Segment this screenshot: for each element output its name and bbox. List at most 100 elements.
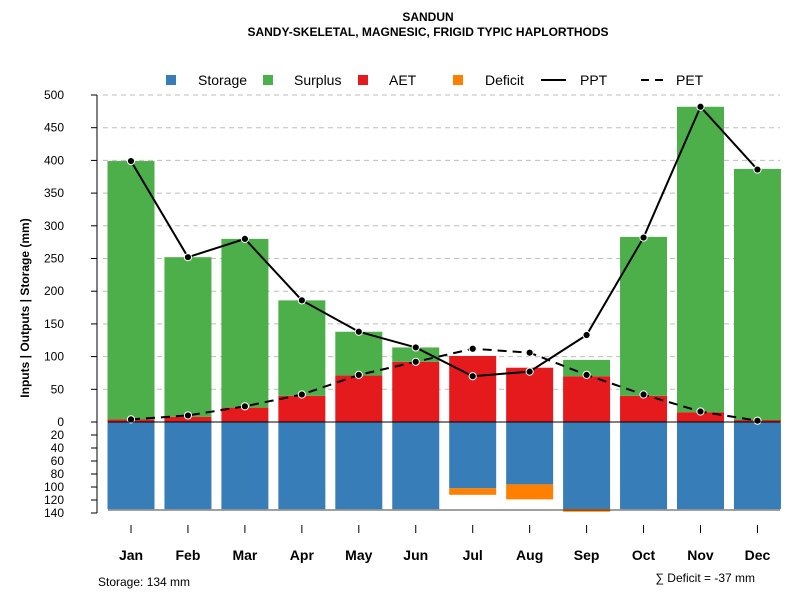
pet-point-feb — [183, 411, 193, 420]
y-tick-label: 40 — [51, 441, 65, 455]
x-tick-label-dec: Dec — [745, 547, 771, 563]
gridlines — [103, 94, 780, 390]
axes: 0501001502002503003504004505002040608010… — [44, 88, 780, 563]
y-tick-label: 60 — [51, 454, 65, 468]
deficit-bar-sep — [563, 509, 611, 512]
legend-label-storage: Storage — [198, 72, 247, 88]
legend-marker-deficit — [453, 75, 463, 85]
surplus-bar-mar — [221, 238, 269, 408]
pet-point-aug — [525, 348, 534, 357]
y-tick-label: 100 — [44, 480, 64, 494]
storage-bar-apr — [278, 422, 326, 510]
surplus-bar-feb — [164, 257, 212, 417]
surplus-bar-nov — [677, 106, 724, 413]
storage-bar-dec — [733, 422, 781, 510]
x-tick-label-oct: Oct — [632, 547, 656, 563]
x-tick-label-apr: Apr — [290, 547, 315, 563]
ppt-line — [130, 104, 759, 378]
legend: Storage Surplus AET Deficit PPT PET — [166, 72, 704, 88]
ppt-point-feb — [183, 253, 193, 262]
y-tick-label: 250 — [44, 252, 64, 266]
aet-bar-sep — [563, 376, 611, 422]
x-tick-label-jan: Jan — [119, 547, 143, 563]
x-tick-label-jun: Jun — [403, 547, 428, 563]
aet-bar-may — [335, 375, 383, 422]
pet-line — [130, 347, 758, 422]
x-tick-label-jul: Jul — [463, 547, 483, 563]
legend-label-deficit: Deficit — [485, 72, 524, 88]
surplus-bar-may — [335, 331, 383, 376]
y-tick-label: 300 — [44, 219, 64, 233]
y-axis-label: Inputs | Outputs | Storage (mm) — [18, 218, 32, 397]
series-lines — [126, 102, 762, 425]
aet-bar-mar — [221, 407, 269, 422]
storage-bars — [107, 422, 781, 512]
surplus-bar-sep — [563, 359, 611, 377]
y-tick-label: 200 — [44, 284, 64, 298]
storage-bar-sep — [563, 422, 611, 510]
ppt-point-oct — [639, 233, 648, 242]
y-tick-label: 500 — [44, 88, 64, 102]
legend-marker-surplus — [263, 75, 273, 85]
legend-label-surplus: Surplus — [294, 72, 341, 88]
ppt-point-mar — [240, 234, 249, 243]
storage-bar-aug — [506, 422, 554, 485]
storage-bar-may — [335, 422, 383, 510]
pet-point-oct — [639, 390, 648, 399]
y-tick-label: 140 — [44, 506, 64, 520]
legend-marker-storage — [166, 75, 176, 85]
pet-point-jun — [411, 357, 420, 366]
ppt-point-nov — [696, 102, 705, 111]
pet-point-may — [354, 370, 363, 380]
chart-title: SANDUN — [402, 10, 453, 24]
y-tick-label: 100 — [44, 350, 64, 364]
ppt-point-jun — [411, 343, 420, 352]
x-tick-label-may: May — [345, 547, 372, 563]
pet-point-sep — [582, 370, 591, 380]
deficit-note: ∑ Deficit = -37 mm — [655, 571, 755, 585]
storage-bar-jun — [392, 422, 440, 510]
deficit-bar-jul — [449, 488, 497, 495]
storage-bar-oct — [620, 422, 668, 510]
aet-bar-nov — [677, 412, 724, 422]
surplus-bar-apr — [278, 300, 326, 396]
aet-bar-apr — [278, 395, 326, 422]
y-tick-label: 50 — [51, 382, 65, 396]
aet-bar-jul — [449, 355, 497, 422]
surplus-bar-oct — [620, 236, 668, 396]
pet-point-jul — [468, 344, 477, 353]
y-tick-label: 80 — [51, 467, 65, 481]
x-tick-label-mar: Mar — [232, 547, 257, 563]
storage-bar-jul — [449, 422, 497, 489]
pet-point-mar — [240, 402, 249, 411]
chart-subtitle: SANDY-SKELETAL, MAGNESIC, FRIGID TYPIC H… — [247, 25, 608, 39]
y-tick-label: 450 — [44, 121, 64, 135]
legend-label-pet: PET — [676, 72, 704, 88]
x-tick-label-feb: Feb — [176, 547, 201, 563]
surplus-bar-dec — [733, 168, 781, 421]
ppt-point-dec — [753, 165, 762, 174]
ppt-point-jan — [126, 156, 136, 166]
y-tick-label: 350 — [44, 186, 64, 200]
ppt-point-sep — [582, 330, 591, 340]
pet-point-dec — [753, 416, 762, 425]
y-tick-label: 150 — [44, 317, 64, 331]
y-tick-label: 20 — [51, 428, 65, 442]
surplus-bar-jan — [107, 161, 155, 420]
storage-bar-mar — [221, 422, 269, 510]
y-tick-label: 120 — [44, 493, 64, 507]
legend-label-aet: AET — [389, 72, 417, 88]
storage-bar-feb — [164, 422, 212, 510]
legend-label-ppt: PPT — [580, 72, 608, 88]
y-tick-label: 400 — [44, 153, 64, 167]
x-tick-label-sep: Sep — [574, 547, 600, 563]
aet-bar-jun — [392, 361, 440, 422]
y-tick-label: 0 — [57, 415, 64, 429]
legend-marker-aet — [358, 75, 368, 85]
storage-bar-jan — [107, 422, 155, 510]
ppt-point-aug — [525, 367, 534, 376]
ppt-point-apr — [297, 296, 306, 305]
aet-bar-aug — [506, 367, 554, 422]
ppt-point-jul — [468, 372, 477, 381]
